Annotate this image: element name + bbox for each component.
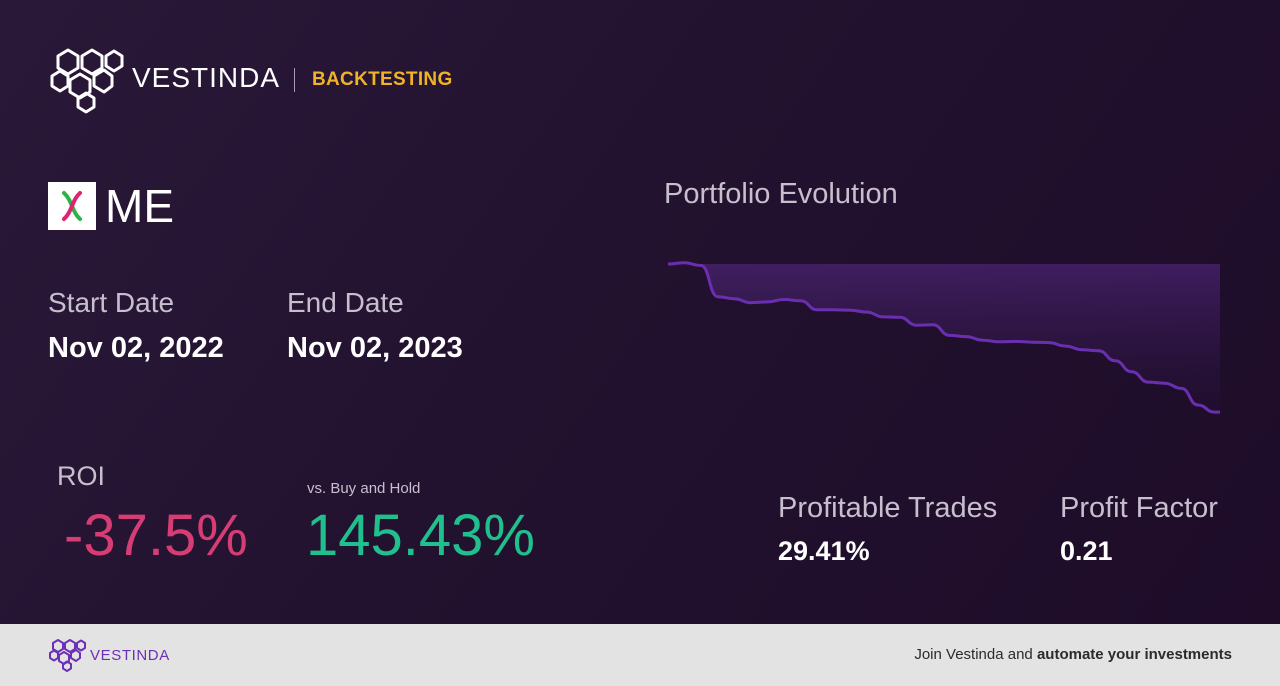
portfolio-area	[668, 262, 1220, 413]
start-date-value: Nov 02, 2022	[48, 332, 224, 364]
brand-tag: BACKTESTING	[312, 69, 453, 90]
buy-hold-label: vs. Buy and Hold	[307, 480, 421, 497]
footer-cta-bold: automate your investments	[1036, 646, 1232, 663]
end-date-value: Nov 02, 2023	[287, 332, 463, 364]
chart-title: Portfolio Evolution	[664, 178, 898, 210]
end-date-label: End Date	[287, 287, 404, 318]
brand-divider	[294, 68, 295, 92]
start-date-label: Start Date	[48, 287, 175, 318]
buy-hold-value: 145.43%	[306, 503, 535, 568]
footer-brand-link[interactable]: VESTINDA	[90, 647, 170, 664]
profit-factor-value: 0.21	[1060, 536, 1113, 566]
roi-value: -37.5%	[64, 503, 248, 568]
footer-cta[interactable]: Join Vestinda and automate your investme…	[914, 646, 1232, 663]
ticker-block: ME	[48, 182, 174, 230]
vestinda-footer-logo-icon[interactable]	[48, 638, 86, 672]
profitable-trades-label: Profitable Trades	[778, 492, 998, 524]
profit-factor-label: Profit Factor	[1060, 492, 1218, 524]
vestinda-logo-icon	[50, 48, 124, 114]
portfolio-evolution-chart	[667, 261, 1220, 414]
backtest-card: VESTINDA BACKTESTING ME Start Date Nov 0…	[0, 0, 1280, 624]
roi-label: ROI	[57, 461, 106, 491]
portfolio-line	[667, 261, 1220, 414]
profitable-trades-value: 29.41%	[778, 536, 870, 566]
footer-bar: VESTINDA Join Vestinda and automate your…	[0, 624, 1280, 686]
footer-cta-prefix: Join Vestinda and	[914, 646, 1037, 663]
brand-header: VESTINDA BACKTESTING	[48, 46, 452, 114]
ticker-symbol: ME	[105, 180, 174, 232]
double-helix-logo-icon	[48, 182, 96, 230]
brand-name: VESTINDA	[132, 62, 281, 93]
